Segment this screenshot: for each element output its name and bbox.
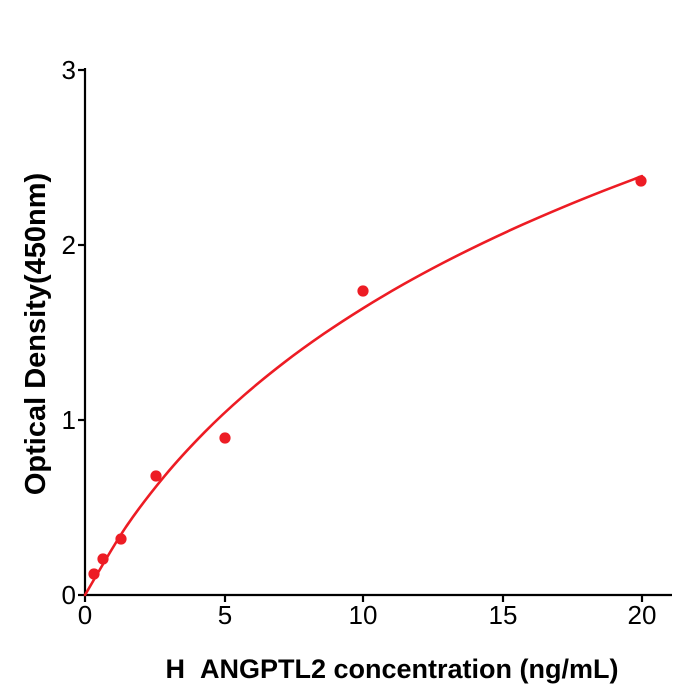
svg-text:3: 3 (62, 55, 76, 85)
svg-text:1: 1 (62, 405, 76, 435)
svg-text:0: 0 (62, 580, 76, 610)
svg-text:20: 20 (628, 600, 657, 630)
svg-text:0: 0 (78, 600, 92, 630)
svg-text:15: 15 (489, 600, 518, 630)
svg-text:10: 10 (349, 600, 378, 630)
svg-text:Optical Density(450nm): Optical Density(450nm) (20, 173, 52, 495)
svg-text:2: 2 (62, 230, 76, 260)
svg-text:5: 5 (218, 600, 232, 630)
svg-text:H ANGPTL2 concentration (ng/m: H ANGPTL2 concentration (ng/mL) (165, 654, 618, 684)
